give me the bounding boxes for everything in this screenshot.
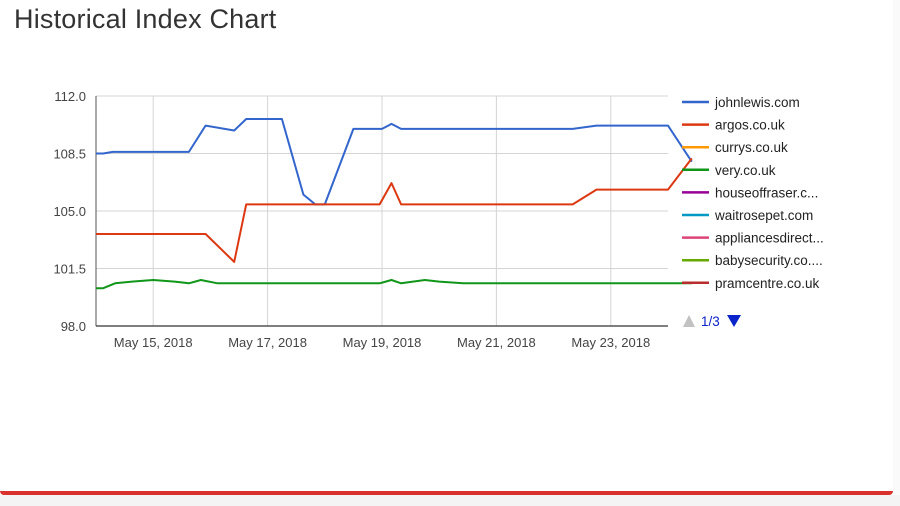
legend: johnlewis.com argos.co.uk currys.co.uk very…: [682, 95, 824, 291]
legend-page-indicator: 1/3: [701, 314, 720, 329]
legend-entry-label[interactable]: currys.co.uk: [715, 140, 788, 155]
grid: 112.0 108.5 105.0 101.5 98.0 May 15, 2018 May …: [53, 89, 668, 350]
page-title: Historical Index Chart: [14, 4, 277, 34]
legend-entry-label[interactable]: argos.co.uk: [715, 118, 785, 133]
x-tick-label: May 19, 2018: [343, 335, 422, 350]
y-tick-label: 112.0: [54, 89, 86, 104]
legend-entry-label[interactable]: appliancesdirect...: [715, 231, 824, 246]
legend-entry-label[interactable]: houseoffraser.c...: [715, 185, 818, 200]
x-tick-label: May 17, 2018: [228, 335, 307, 350]
series-line-0[interactable]: [96, 118, 693, 206]
y-tick-label: 101.5: [53, 262, 86, 277]
legend-entry-label[interactable]: johnlewis.com: [714, 95, 800, 110]
x-tick-label: May 21, 2018: [457, 335, 536, 350]
legend-pager: 1/3: [683, 314, 741, 329]
legend-entry-label[interactable]: very.co.uk: [715, 163, 776, 178]
y-tick-label: 105.0: [53, 204, 86, 219]
page-edge: [893, 0, 900, 495]
line-chart: 112.0 108.5 105.0 101.5 98.0 May 15, 2018 May …: [53, 89, 824, 350]
y-tick-label: 98.0: [61, 319, 86, 334]
triangle-down-icon[interactable]: [727, 315, 741, 327]
triangle-up-icon[interactable]: [683, 315, 695, 327]
x-tick-label: May 15, 2018: [114, 335, 193, 350]
chart-card: Historical Index Chart 112.0 108.5 105.0 10…: [14, 0, 894, 493]
series-lines: [96, 118, 693, 290]
series-line-3[interactable]: [96, 279, 692, 290]
legend-entry-label[interactable]: waitrosepet.com: [714, 208, 813, 223]
page-footer-strip: [0, 495, 900, 506]
series-line-1[interactable]: [96, 157, 693, 263]
legend-entry-label[interactable]: babysecurity.co....: [715, 253, 823, 268]
legend-entry-label[interactable]: pramcentre.co.uk: [715, 276, 820, 291]
x-tick-label: May 23, 2018: [571, 335, 650, 350]
y-tick-label: 108.5: [53, 147, 86, 162]
accent-bar: [0, 491, 893, 495]
